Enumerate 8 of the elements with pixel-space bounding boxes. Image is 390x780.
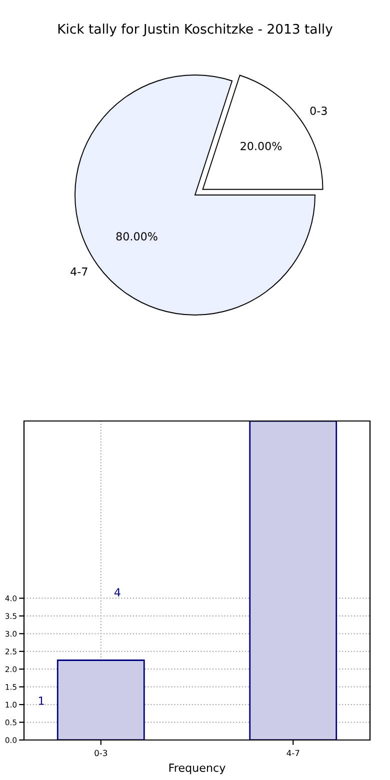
data-label: 20.00%	[240, 142, 282, 150]
annotation: 4	[114, 588, 120, 596]
data-label: 80.00%	[116, 232, 158, 241]
annotation: 1	[38, 696, 44, 705]
x-axis-title: Frequency	[169, 764, 226, 774]
slice-label: 4-7	[70, 268, 88, 276]
slice-label: 0-3	[310, 106, 327, 115]
chart-title: Kick tally for Justin Koschitzke - 2013 tally	[58, 24, 333, 36]
